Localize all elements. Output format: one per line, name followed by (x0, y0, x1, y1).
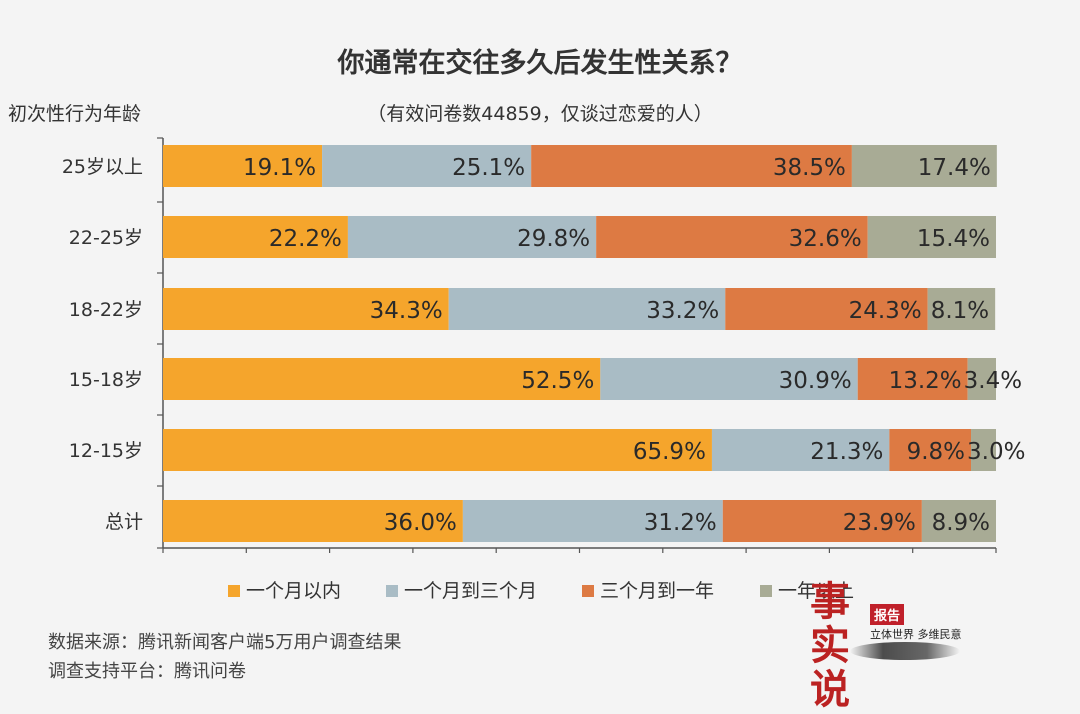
bar-segment (322, 145, 532, 187)
legend-swatch (228, 585, 240, 597)
y-axis-title: 初次性行为年龄 (8, 103, 141, 125)
data-label: 32.6% (789, 226, 862, 252)
bar-segment (163, 429, 712, 471)
data-label: 31.2% (644, 510, 717, 536)
category-label: 15-18岁 (69, 369, 143, 391)
brush-stroke-icon (850, 642, 960, 660)
data-label: 15.4% (917, 226, 990, 252)
category-label: 22-25岁 (69, 227, 143, 249)
bar-segment (711, 429, 890, 471)
bar-segment (857, 358, 968, 400)
chart-subtitle: （有效问卷数44859，仅谈过恋爱的人） (367, 103, 712, 125)
data-label: 21.3% (810, 439, 883, 465)
bar-segment (889, 429, 972, 471)
data-label: 17.4% (918, 155, 991, 181)
brand-stamp-tagline: 立体世界 多维民意 (870, 628, 962, 641)
legend-label: 三个月到一年 (600, 580, 714, 602)
data-label: 29.8% (517, 226, 590, 252)
data-label: 30.9% (779, 368, 852, 394)
data-label: 34.3% (370, 298, 443, 324)
legend-label: 一个月以内 (246, 580, 341, 602)
data-label: 22.2% (269, 226, 342, 252)
bar-segment (967, 358, 996, 400)
bar-segment (163, 288, 449, 330)
data-label: 8.9% (932, 510, 990, 536)
bar-segment (448, 288, 726, 330)
bar-segment (163, 358, 601, 400)
brand-stamp: 事实说 报告 立体世界 多维民意 (810, 580, 1010, 712)
bar-segment (725, 288, 928, 330)
legend-swatch (760, 585, 772, 597)
bar-segment (347, 216, 597, 258)
legend-label: 一个月到三个月 (404, 580, 537, 602)
data-label: 33.2% (646, 298, 719, 324)
bar-segment (163, 145, 323, 187)
data-label: 52.5% (521, 368, 594, 394)
bar-segment (851, 145, 997, 187)
brand-stamp-badge: 报告 (870, 604, 905, 625)
data-label: 3.4% (964, 368, 1022, 394)
legend-swatch (582, 585, 594, 597)
data-label: 19.1% (243, 155, 316, 181)
survey-platform-note: 调查支持平台：腾讯问卷 (48, 661, 246, 682)
data-label: 3.0% (967, 439, 1025, 465)
bar-segment (163, 500, 463, 542)
category-label: 25岁以上 (62, 156, 143, 178)
data-label: 13.2% (889, 368, 962, 394)
data-label: 36.0% (384, 510, 457, 536)
data-label: 24.3% (849, 298, 922, 324)
bar-segment (596, 216, 868, 258)
brand-stamp-title: 事实说 (810, 578, 850, 713)
chart-title: 你通常在交往多久后发生性关系？ (337, 47, 743, 79)
data-label: 9.8% (907, 439, 965, 465)
bar-segment (921, 500, 996, 542)
legend-swatch (386, 585, 398, 597)
category-label: 18-22岁 (69, 299, 143, 321)
data-label: 65.9% (633, 439, 706, 465)
bar-segment (531, 145, 852, 187)
bar-segment (462, 500, 723, 542)
category-label: 12-15岁 (69, 440, 143, 462)
bar-segment (600, 358, 858, 400)
bar-segment (927, 288, 996, 330)
data-label: 25.1% (452, 155, 525, 181)
bar-segment (971, 429, 996, 471)
data-source-note: 数据来源：腾讯新闻客户端5万用户调查结果 (48, 632, 402, 653)
data-label: 8.1% (931, 298, 989, 324)
data-label: 38.5% (773, 155, 846, 181)
category-label: 总计 (105, 511, 143, 533)
data-label: 23.9% (843, 510, 916, 536)
bar-segment (867, 216, 996, 258)
legend-label: 一年以上 (778, 580, 854, 602)
bar-segment (163, 216, 348, 258)
bar-segment (722, 500, 922, 542)
